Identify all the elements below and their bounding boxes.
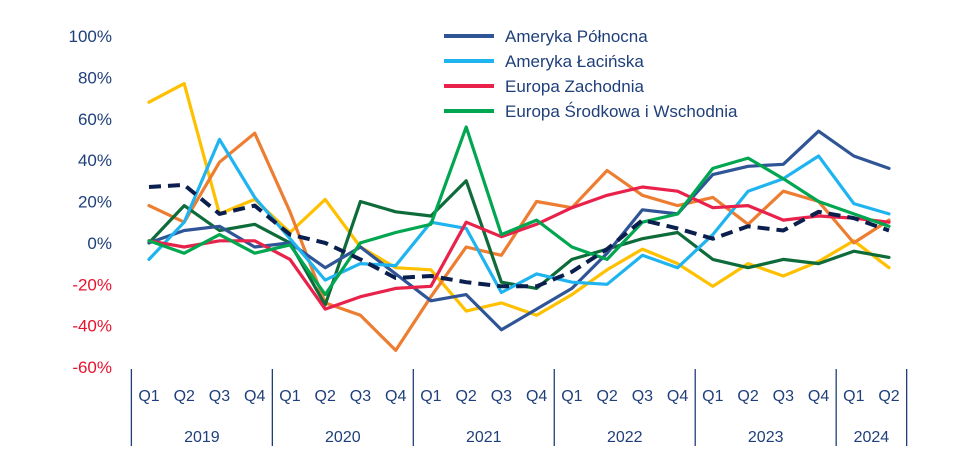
- x-tick-label: Q3: [632, 388, 653, 405]
- legend-entry: Ameryka Łacińska: [505, 52, 644, 71]
- x-tick-label: Q2: [174, 388, 195, 405]
- x-tick-label: Q1: [702, 388, 723, 405]
- x-tick-label: Q2: [737, 388, 758, 405]
- year-label: 2024: [854, 429, 890, 446]
- x-tick-label: Q4: [385, 388, 406, 405]
- series-lines: [147, 81, 891, 352]
- x-tick-label: Q1: [561, 388, 582, 405]
- x-tick-label: Q3: [491, 388, 512, 405]
- x-tick-label: Q1: [138, 388, 159, 405]
- x-tick-label: Q1: [420, 388, 441, 405]
- y-tick-label: -60%: [72, 358, 112, 377]
- year-label: 2021: [466, 429, 502, 446]
- y-tick-label: 100%: [69, 27, 112, 46]
- y-axis-labels: 100% 80% 60% 40% 20% 0% -20% -40% -60%: [69, 27, 112, 377]
- x-tick-label: Q2: [596, 388, 617, 405]
- x-axis: Q1 Q2 Q3 Q4 Q1 Q2 Q3 Q4 Q1 Q2 Q3 Q4 Q1 Q2 Q3 Q4 Q1 Q2 Q3 Q4…: [130, 369, 908, 446]
- y-tick-label: -40%: [72, 317, 112, 336]
- x-tick-label: Q2: [878, 388, 899, 405]
- x-tick-label: Q1: [843, 388, 864, 405]
- y-tick-label: 0%: [87, 234, 112, 253]
- x-tick-label: Q1: [279, 388, 300, 405]
- year-label: 2023: [748, 429, 784, 446]
- y-tick-label: 80%: [78, 68, 112, 87]
- year-label: 2019: [184, 429, 220, 446]
- legend: Ameryka Północna Ameryka Łacińska Europa Z…: [444, 27, 738, 121]
- legend-entry: Europa Środkowa i Wschodnia: [505, 102, 738, 121]
- x-tick-label: Q4: [667, 388, 688, 405]
- series-line-7: [148, 182, 890, 289]
- x-tick-label: Q4: [526, 388, 547, 405]
- x-tick-label: Q3: [350, 388, 371, 405]
- x-tick-label: Q3: [209, 388, 230, 405]
- y-tick-label: 40%: [78, 151, 112, 170]
- legend-entry: Ameryka Północna: [505, 27, 648, 46]
- series-line-6: [147, 125, 891, 297]
- series-line-3: [147, 129, 891, 332]
- x-tick-label: Q4: [244, 388, 265, 405]
- y-tick-label: 20%: [78, 193, 112, 212]
- x-tick-label: Q2: [455, 388, 476, 405]
- x-tick-label: Q3: [773, 388, 794, 405]
- year-label: 2020: [325, 429, 361, 446]
- y-tick-label: -20%: [72, 275, 112, 294]
- legend-entry: Europa Zachodnia: [505, 77, 644, 96]
- y-tick-label: 60%: [78, 110, 112, 129]
- x-tick-label: Q2: [315, 388, 336, 405]
- x-tick-label: Q4: [808, 388, 829, 405]
- series-line-4: [147, 137, 891, 295]
- year-label: 2022: [607, 429, 643, 446]
